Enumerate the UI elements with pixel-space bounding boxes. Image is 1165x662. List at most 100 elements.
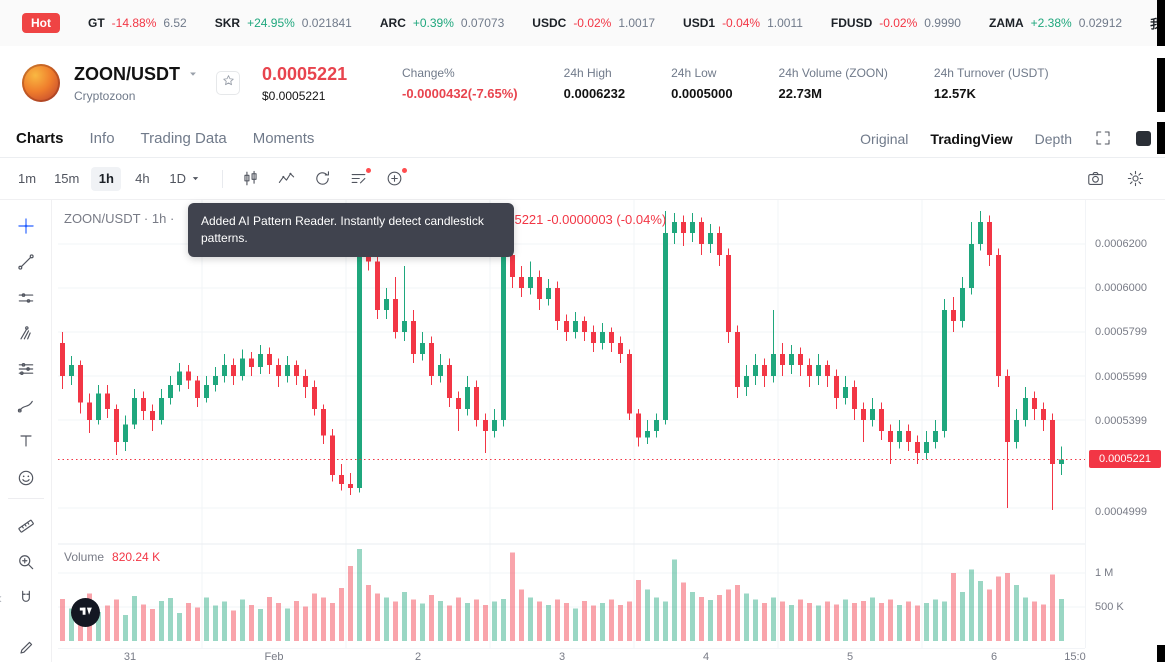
ticker-item[interactable]: USDC -0.02% 1.0017 [532, 15, 655, 32]
crosshair-tool-button[interactable] [12, 212, 40, 240]
interval-4h-button[interactable]: 4h [127, 167, 157, 191]
refresh-button[interactable] [309, 165, 337, 193]
price-axis-label: 0.0005599 [1095, 371, 1147, 383]
fullscreen-icon[interactable] [1094, 129, 1114, 149]
time-axis-label: 4 [702, 651, 710, 662]
magnet-tool-button[interactable] [12, 584, 40, 612]
ticker-price: 1.0017 [618, 16, 656, 30]
top-ticker-bar: Hot GT -14.88% 6.52 SKR +24.95% 0.021841 ARC +0… [0, 0, 1165, 46]
brush-tool-button[interactable] [12, 392, 40, 420]
time-axis[interactable]: 31 Feb 2 3 4 5 6 15:0 [58, 648, 1086, 662]
candlestick-chart[interactable] [58, 200, 1085, 648]
stat-label: 24h Low [671, 65, 717, 80]
ticker-price: 0.07073 [460, 16, 505, 30]
ticker-price: 0.9990 [924, 16, 961, 30]
settings-icon [1126, 169, 1145, 188]
ticker-item[interactable]: SKR +24.95% 0.021841 [215, 15, 352, 32]
stat-value: 12.57K [933, 85, 976, 101]
layout-toggle-icon[interactable] [1136, 131, 1151, 146]
right-edge-strip [1157, 122, 1165, 154]
ticker-item[interactable]: FDUSD -0.02% 0.9990 [831, 15, 961, 32]
price-axis-label: 0.0005399 [1095, 415, 1147, 427]
emoji-tool-button[interactable] [12, 464, 40, 492]
gann-fib-icon [16, 359, 36, 379]
view-tab-tradingview[interactable]: TradingView [930, 130, 1013, 147]
add-indicator-button[interactable] [381, 165, 409, 193]
camera-button[interactable] [1081, 165, 1109, 193]
pair-name: ZOON/USDT [74, 63, 180, 84]
drawing-toolbar: ‹ [0, 200, 52, 662]
ticker-price: 0.021841 [301, 16, 352, 30]
interval-1h-button[interactable]: 1h [91, 166, 122, 191]
camera-icon [1086, 169, 1105, 188]
trend-line-tool-button[interactable] [12, 248, 40, 276]
ticker-item[interactable]: ARC +0.39% 0.07073 [380, 15, 504, 32]
ticker-item[interactable]: USD1 -0.04% 1.0011 [683, 15, 803, 32]
interval-15m-button[interactable]: 15m [48, 167, 85, 191]
ticker-symbol: USD1 [683, 16, 716, 30]
coin-logo [22, 64, 60, 102]
zoom-tool-button[interactable] [12, 548, 40, 576]
edit-icon [16, 638, 36, 658]
emoji-icon [16, 468, 36, 488]
ticker-symbol: ARC [379, 16, 406, 30]
tab-charts[interactable]: Charts [16, 130, 64, 147]
right-edge-strip [1157, 58, 1165, 112]
ticker-item[interactable]: GT -14.88% 6.52 [88, 15, 187, 32]
pair-selector[interactable]: ZOON/USDT Cryptozoon [74, 64, 200, 103]
hot-badge[interactable]: Hot [22, 13, 60, 33]
market-stat: Change% -0.0000432(-7.65%) [402, 66, 518, 101]
parallel-lines-icon [16, 288, 36, 308]
chevron-down-icon [189, 172, 202, 185]
volume-label: Volume [64, 550, 105, 564]
ticker-change: +24.95% [247, 16, 295, 30]
ticker-items: GT -14.88% 6.52 SKR +24.95% 0.021841 ARC +0.39%… [88, 15, 1165, 32]
ticker-symbol: SKR [214, 16, 241, 30]
interval-label: 1m [18, 171, 37, 186]
settings-button[interactable] [1121, 165, 1149, 193]
stat-label: Change% [402, 65, 455, 80]
price-axis[interactable]: 0.0006200 0.0006000 0.0005799 0.0005599 0.00… [1085, 200, 1165, 648]
interval-1m-button[interactable]: 1m [12, 167, 42, 191]
time-axis-label: 31 [123, 651, 137, 662]
add-indicator-icon [385, 169, 404, 188]
gann-fib-tool-button[interactable] [12, 355, 40, 383]
collapse-toolbar-button[interactable]: ‹ [0, 590, 2, 607]
tradingview-watermark[interactable] [71, 598, 100, 627]
parallel-lines-tool-button[interactable] [12, 284, 40, 312]
tabs-left: Charts Info Trading Data Moments [16, 130, 314, 147]
chart-region: ‹ ZOON/USDT · 1h · 005221 -0.0000003 (-0… [0, 200, 1165, 662]
tab-moments[interactable]: Moments [252, 130, 315, 147]
market-stat: 24h Low 0.0005000 [671, 66, 732, 101]
ai-pattern-reader-button[interactable] [345, 165, 373, 193]
ticker-change: -14.88% [111, 16, 157, 30]
chart-legend-values: 005221 -0.0000003 (-0.04%) [500, 212, 667, 227]
tab-info[interactable]: Info [89, 130, 115, 147]
view-tab-original[interactable]: Original [860, 130, 909, 147]
ticker-item[interactable]: ZAMA +2.38% 0.02912 [989, 15, 1122, 32]
tab-trading-data[interactable]: Trading Data [140, 130, 227, 147]
ticker-symbol: ZAMA [988, 16, 1024, 30]
chart-legend: ZOON/USDT · 1h · [64, 211, 175, 226]
favorite-button[interactable] [216, 71, 240, 95]
trend-line-icon [16, 252, 36, 272]
ruler-tool-button[interactable] [12, 512, 40, 540]
interval-1d-button[interactable]: 1D [163, 167, 208, 191]
tradingview-logo-icon [77, 602, 94, 624]
candle-style-button[interactable] [237, 165, 265, 193]
chart-tool-icons [237, 165, 409, 193]
pitchfork-tool-button[interactable] [12, 319, 40, 347]
edit-tool-button[interactable] [12, 634, 40, 662]
text-tool-button[interactable] [12, 427, 40, 455]
volume-value: 820.24 K [112, 550, 161, 564]
view-tab-depth[interactable]: Depth [1034, 130, 1072, 147]
ai-pattern-tooltip: Added AI Pattern Reader. Instantly detec… [188, 203, 514, 257]
indicators-button[interactable] [273, 165, 301, 193]
market-stat: 24h High 0.0006232 [564, 66, 625, 101]
ticker-change: -0.02% [879, 16, 918, 30]
text-icon [16, 431, 36, 451]
interval-label: 1h [98, 171, 114, 186]
time-axis-label: 2 [414, 651, 422, 662]
chevron-down-icon[interactable] [186, 67, 200, 81]
